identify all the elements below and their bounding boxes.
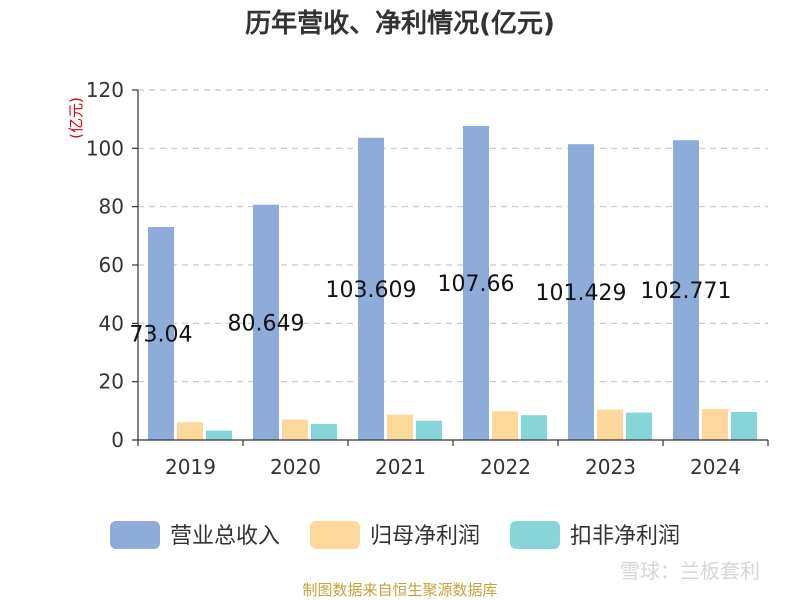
- bar-2-2021: [387, 414, 413, 440]
- legend-swatch: [110, 521, 160, 549]
- y-tick-label: 80: [99, 195, 124, 219]
- y-tick-label: 60: [99, 253, 124, 277]
- y-axis: 0 20 40 60 80 100 120: [86, 78, 139, 452]
- bar-1-2019: [148, 226, 174, 440]
- data-label: 73.04: [130, 322, 193, 347]
- legend-label: 扣非净利润: [570, 524, 680, 549]
- y-tick-label: 100: [86, 136, 124, 160]
- bar-3-2019: [206, 430, 232, 440]
- grid-lines: [138, 89, 768, 383]
- bar-2-2024: [702, 409, 728, 440]
- watermark: 雪球：兰板套利: [620, 559, 760, 583]
- bar-1-2024: [673, 140, 699, 440]
- bar-1-2021: [358, 137, 384, 441]
- bar-3-2022: [521, 415, 547, 440]
- y-tick-label: 40: [99, 311, 124, 335]
- bar-3-2023: [626, 412, 652, 440]
- data-label: 103.609: [326, 278, 417, 303]
- x-tick-label: 2020: [270, 455, 321, 479]
- bar-2-2022: [492, 411, 518, 440]
- bar-3-2020: [311, 423, 337, 440]
- data-label: 101.429: [536, 281, 627, 306]
- y-tick-label: 0: [111, 428, 124, 452]
- x-tick-label: 2024: [690, 455, 741, 479]
- y-axis-unit-label: (亿元): [67, 97, 85, 139]
- data-labels: 73.04 80.649 103.609 107.66 101.429 102.771: [130, 272, 732, 347]
- legend-label: 营业总收入: [170, 524, 280, 549]
- source-note: 制图数据来自恒生聚源数据库: [302, 581, 497, 599]
- bar-3-2021: [416, 420, 442, 440]
- bar-2-2023: [597, 409, 623, 440]
- x-tick-label: 2022: [480, 455, 531, 479]
- legend-swatch: [510, 521, 560, 549]
- x-tick-label: 2019: [165, 455, 216, 479]
- legend: 营业总收入 归母净利润 扣非净利润: [110, 521, 680, 549]
- x-tick-label: 2023: [585, 455, 636, 479]
- chart-title: 历年营收、净利情况(亿元): [245, 8, 555, 39]
- data-label: 107.66: [438, 272, 515, 297]
- legend-label: 归母净利润: [370, 524, 480, 549]
- bar-2-2020: [282, 419, 308, 440]
- bar-1-2022: [463, 125, 489, 440]
- bar-3-2024: [731, 412, 757, 440]
- bars: [148, 125, 757, 441]
- legend-swatch: [310, 521, 360, 549]
- bar-1-2020: [253, 204, 279, 440]
- y-tick-label: 20: [99, 370, 124, 394]
- data-label: 80.649: [228, 311, 305, 336]
- bar-1-2023: [568, 144, 594, 441]
- bar-2-2019: [177, 422, 203, 440]
- data-label: 102.771: [641, 279, 732, 304]
- x-axis: 2019 2020 2021 2022 2023 2024: [137, 439, 769, 479]
- y-tick-label: 120: [86, 78, 124, 102]
- x-tick-label: 2021: [375, 455, 426, 479]
